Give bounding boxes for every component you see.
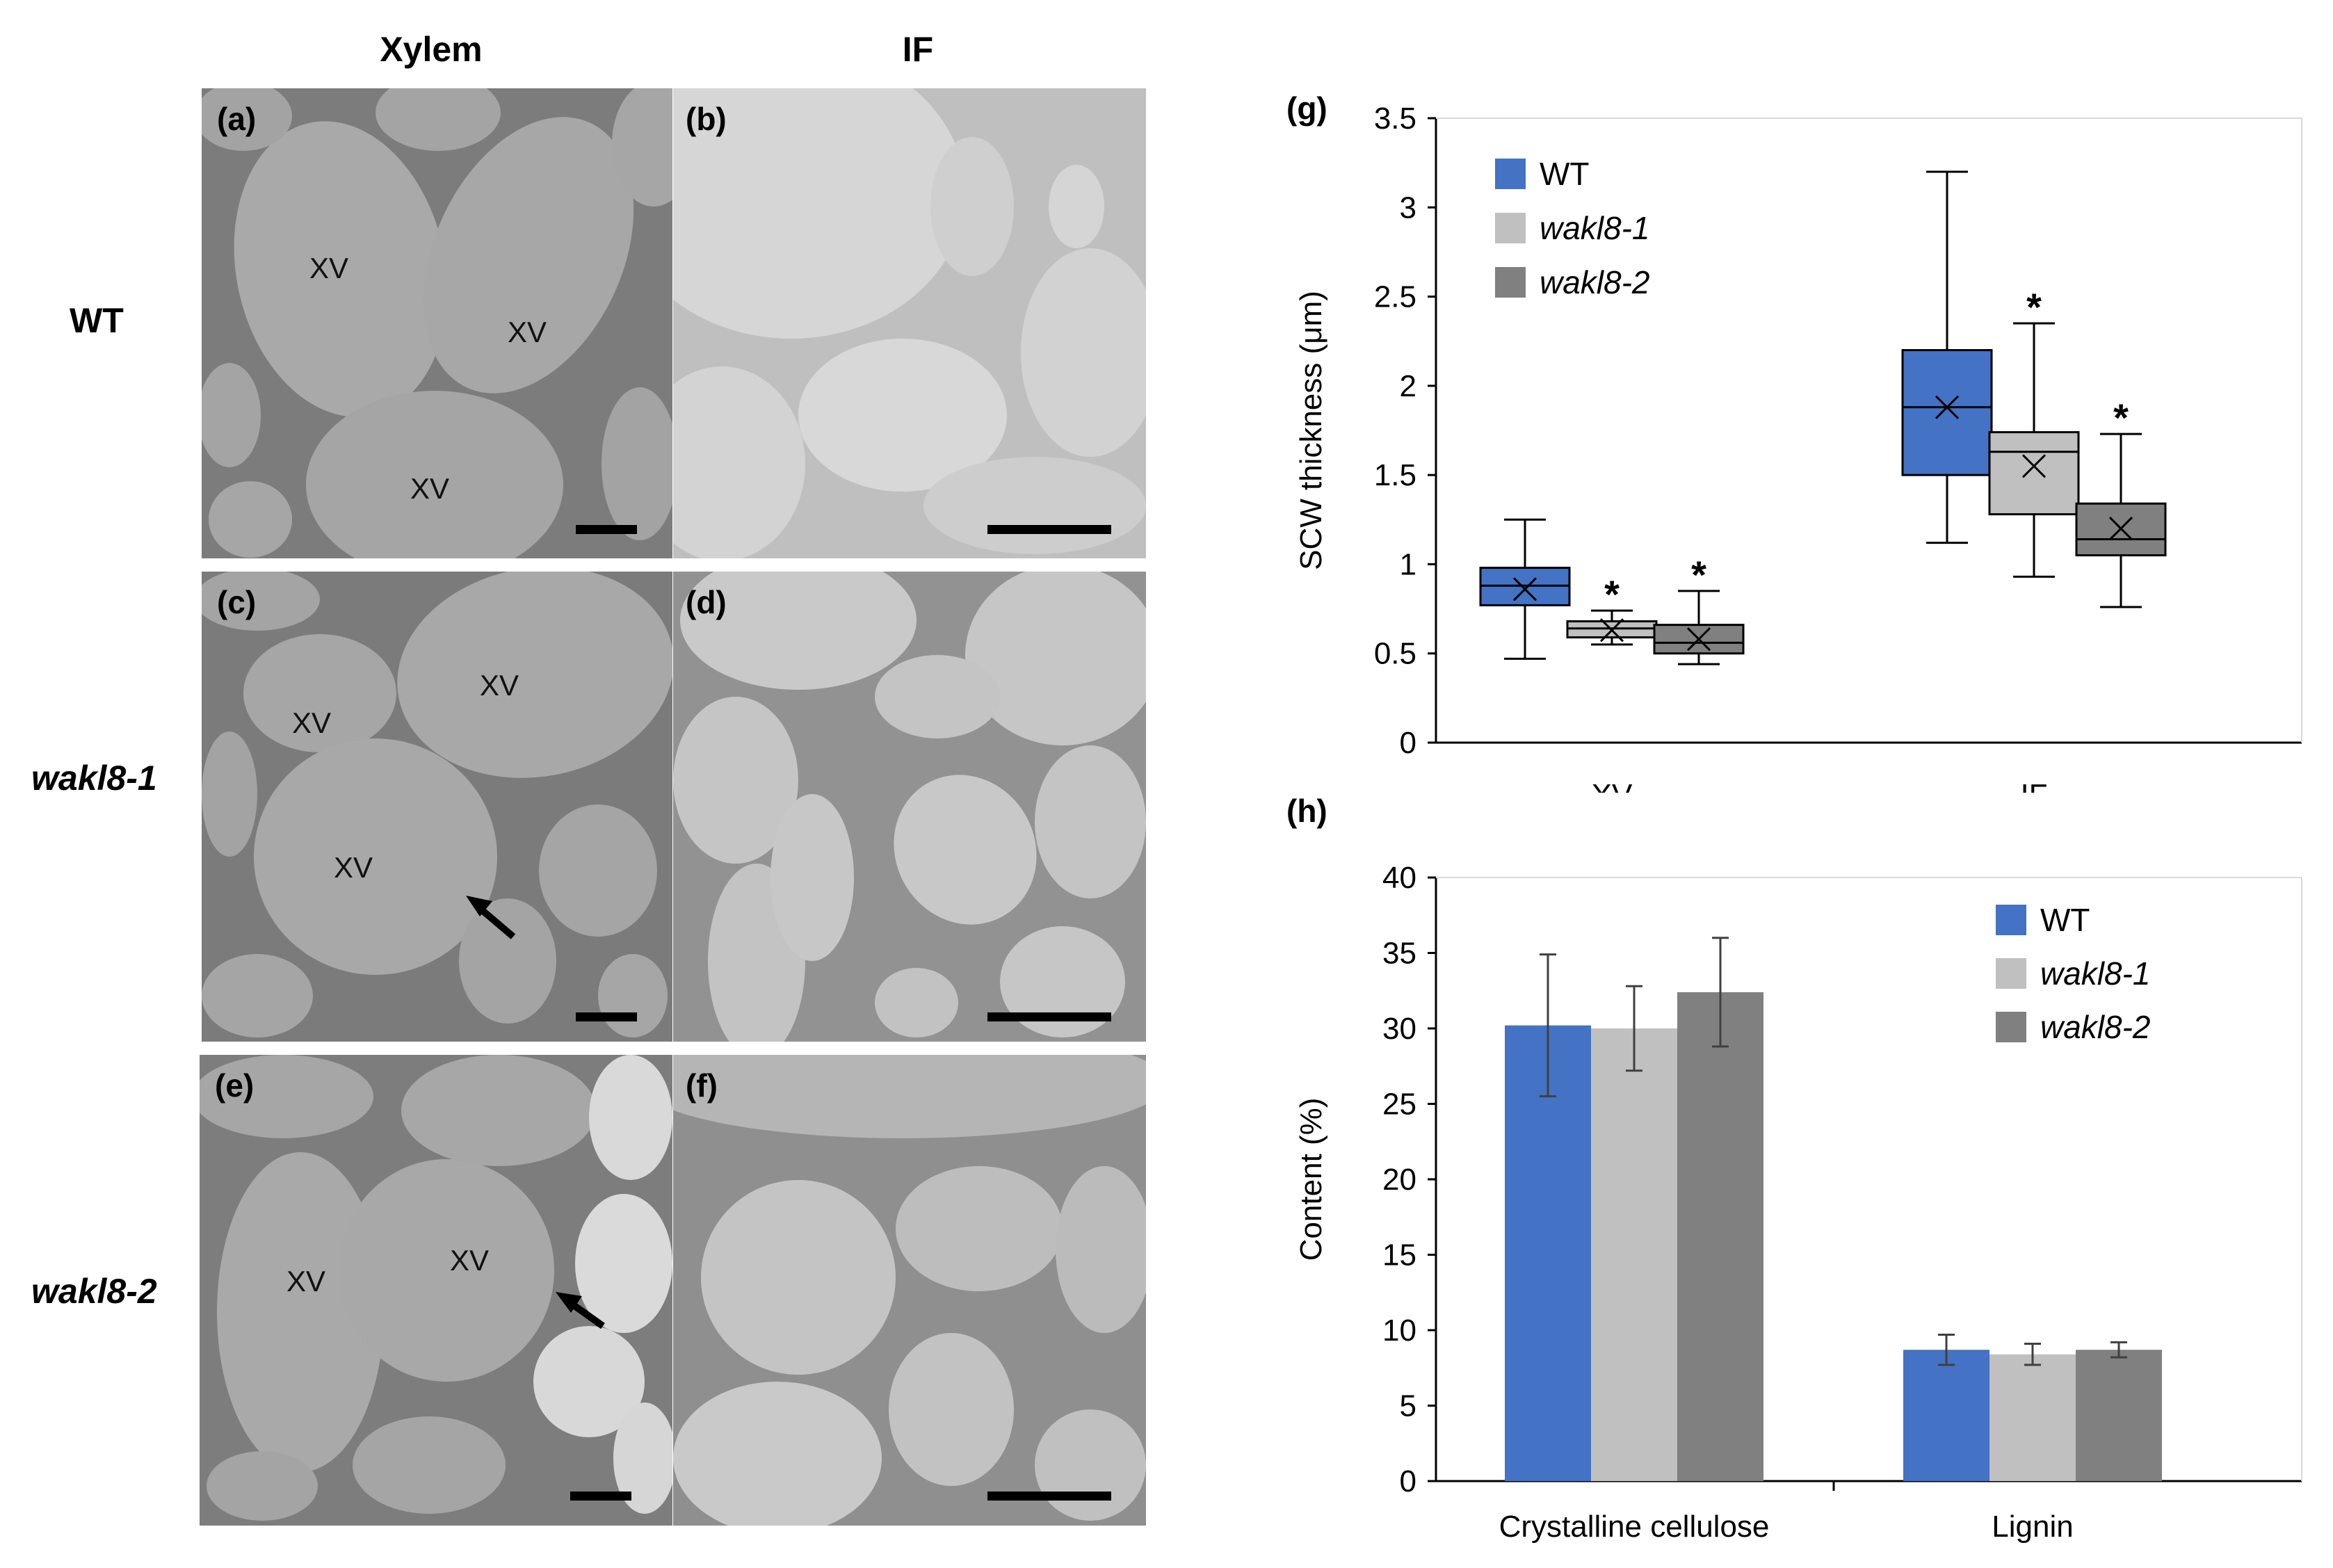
- panel-label-c: (c): [217, 584, 256, 620]
- panel-label-e: (e): [215, 1067, 254, 1104]
- y-tick-label: 3.5: [1374, 102, 1416, 136]
- panel-label-h: (h): [1286, 793, 1327, 829]
- arrow-icon: [556, 1292, 582, 1313]
- legend-label: wakl8-1: [1540, 210, 1650, 246]
- y-tick-label: 0.5: [1374, 637, 1416, 671]
- xv-label: XV: [292, 706, 331, 739]
- xv-label: XV: [309, 252, 348, 284]
- legend-swatch: [1495, 213, 1526, 243]
- box: [1901, 349, 1993, 476]
- y-tick-label: 35: [1382, 937, 1416, 971]
- panel-label-a: (a): [217, 101, 256, 137]
- scale-bar: [576, 1012, 637, 1021]
- significance-marker: *: [2113, 396, 2129, 439]
- significance-marker: *: [1691, 553, 1706, 597]
- y-tick-label: 20: [1382, 1163, 1416, 1197]
- row-label-wakl8-1: wakl8-1: [31, 759, 157, 798]
- x-category-label: Crystalline cellulose: [1499, 1510, 1770, 1544]
- x-category-label: XV: [1592, 778, 1633, 793]
- column-header-if: IF: [902, 30, 934, 69]
- bar: [2076, 1350, 2162, 1481]
- xv-label: XV: [334, 851, 373, 884]
- mean-marker: [2021, 454, 2047, 478]
- scale-bar: [987, 1492, 1111, 1501]
- y-tick-label: 25: [1382, 1088, 1416, 1122]
- scale-bar: [570, 1492, 631, 1501]
- y-axis-label: SCW thickness (μm): [1294, 291, 1328, 570]
- y-tick-label: 1: [1400, 547, 1416, 581]
- mean-marker: [2108, 517, 2133, 541]
- legend-label: wakl8-2: [2040, 1009, 2151, 1045]
- xv-label: XV: [410, 472, 449, 505]
- x-category-label: IF: [2020, 778, 2047, 793]
- significance-marker: *: [1604, 572, 1620, 616]
- row-label-wt: WT: [70, 301, 124, 340]
- panel-label-d: (d): [686, 584, 727, 620]
- legend-swatch: [1495, 159, 1526, 189]
- legend-swatch: [1996, 905, 2026, 935]
- mean-marker: [1599, 618, 1624, 642]
- scale-bar: [987, 525, 1111, 534]
- bar: [1677, 992, 1763, 1481]
- y-tick-label: 2.5: [1374, 280, 1416, 314]
- micrograph-e: (e) XV XV: [200, 1055, 672, 1526]
- y-tick-label: 40: [1382, 861, 1416, 895]
- chart-h: (h) 0 5 10 15 20 25 30 35 40 Content (%) Crystallin…: [1266, 793, 2323, 1565]
- legend-swatch: [1495, 267, 1526, 298]
- mean-marker: [1935, 395, 1960, 419]
- y-tick-label: 30: [1382, 1012, 1416, 1046]
- legend-swatch: [1996, 958, 2026, 989]
- y-tick-label: 10: [1382, 1314, 1416, 1348]
- legend-swatch: [1996, 1012, 2026, 1042]
- micrograph-b: (b): [673, 88, 1146, 558]
- bar: [1505, 1025, 1591, 1481]
- bar: [1591, 1028, 1677, 1481]
- micrograph-d: (d): [673, 572, 1146, 1042]
- xv-label: XV: [286, 1265, 325, 1298]
- micrograph-c: (c) XV XV XV: [202, 572, 672, 1042]
- scale-bar: [576, 525, 637, 534]
- bar-chart-content: (h) 0 5 10 15 20 25 30 35 40 Content (%) Crystallin…: [1286, 793, 2302, 1544]
- y-tick-label: 0: [1400, 726, 1416, 760]
- chart-g: (g) 0 0.5 1 1.5 2 2.5 3 3.5 SCW thickness (μm) XV I…: [1266, 76, 2323, 812]
- micrograph-f: (f): [673, 1055, 1146, 1526]
- arrow-icon: [466, 896, 492, 916]
- significance-marker: *: [2026, 285, 2042, 329]
- x-category-label: Lignin: [1992, 1510, 2073, 1544]
- box: [1988, 431, 2080, 516]
- y-tick-label: 3: [1400, 191, 1416, 225]
- panel-label-f: (f): [686, 1067, 718, 1104]
- panel-label-b: (b): [686, 101, 727, 137]
- y-tick-label: 2: [1400, 369, 1416, 403]
- legend-label: WT: [1540, 156, 1590, 192]
- legend-label: wakl8-2: [1540, 264, 1650, 300]
- xv-label: XV: [450, 1244, 489, 1277]
- xv-label: XV: [508, 316, 547, 348]
- micrograph-a: (a) XV XV XV: [202, 88, 672, 558]
- mean-marker: [1686, 627, 1711, 652]
- legend-label: wakl8-1: [2040, 955, 2151, 992]
- y-tick-label: 15: [1382, 1238, 1416, 1272]
- xv-label: XV: [480, 669, 519, 702]
- y-tick-label: 5: [1400, 1389, 1416, 1423]
- scale-bar: [987, 1012, 1111, 1021]
- y-axis-label: Content (%): [1294, 1098, 1328, 1261]
- box-plot-scw-thickness: (g) 0 0.5 1 1.5 2 2.5 3 3.5 SCW thickness (μm) XV I…: [1286, 90, 2302, 812]
- legend-label: WT: [2040, 902, 2090, 938]
- mean-marker: [1512, 577, 1537, 601]
- column-header-xylem: Xylem: [380, 30, 483, 69]
- row-label-wakl8-2: wakl8-2: [31, 1272, 157, 1311]
- y-tick-label: 1.5: [1374, 458, 1416, 492]
- bar: [1903, 1350, 1989, 1481]
- y-tick-label: 0: [1400, 1464, 1416, 1498]
- panel-label-g: (g): [1286, 90, 1327, 127]
- bar: [1989, 1354, 2076, 1481]
